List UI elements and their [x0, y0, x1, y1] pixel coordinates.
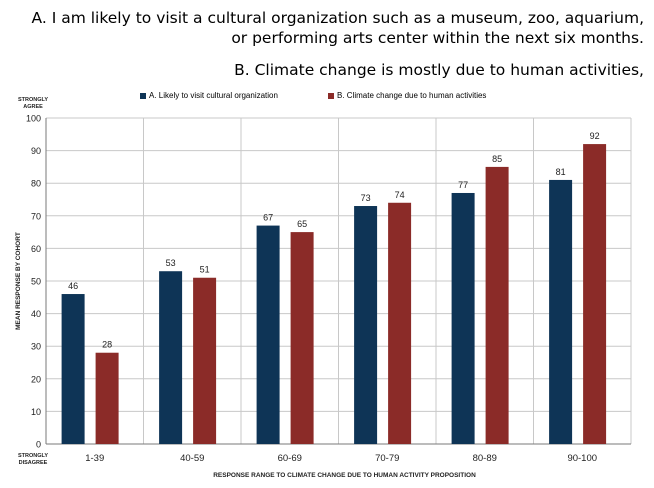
bar-series-a: [451, 192, 475, 444]
bar-value-label: 77: [458, 180, 468, 190]
legend-swatch-b: [328, 92, 334, 99]
strongly-disagree-label: STRONGLY: [18, 453, 48, 459]
legend-swatch-a: [140, 92, 146, 99]
bar-value-label: 74: [395, 190, 405, 200]
bar-series-b: [290, 232, 314, 444]
bar-value-label: 92: [590, 131, 600, 141]
x-tick-label: 40-59: [180, 453, 204, 464]
headline-a-line2: or performing arts center within the nex…: [231, 29, 644, 47]
bar-series-a: [354, 206, 378, 444]
bar-series-a: [159, 271, 183, 444]
headline-a-line1: A. I am likely to visit a cultural organ…: [31, 9, 644, 27]
legend-item-a: A. Likely to visit cultural organization: [140, 91, 278, 100]
y-tick-label: 50: [31, 277, 41, 287]
bar-series-a: [256, 225, 280, 444]
strongly-agree-label: STRONGLY: [18, 97, 48, 103]
bar-series-b: [485, 166, 509, 444]
legend-item-b: B. Climate change due to human activitie…: [328, 91, 486, 100]
y-tick-label: 20: [31, 374, 41, 384]
x-tick-label: 60-69: [278, 453, 302, 464]
bar-value-label: 46: [68, 281, 78, 291]
x-tick-label: 90-100: [567, 453, 597, 464]
y-tick-label: 80: [31, 179, 41, 189]
bar-value-label: 81: [556, 167, 566, 177]
bar-series-b: [193, 277, 217, 444]
bar-series-b: [95, 352, 119, 444]
x-tick-label: 80-89: [473, 453, 497, 464]
bar-value-label: 65: [297, 219, 307, 229]
legend-label-a: A. Likely to visit cultural organization: [149, 91, 278, 100]
headline-b-line1: B. Climate change is mostly due to human…: [234, 61, 644, 79]
bar-value-label: 67: [263, 213, 273, 223]
headline-proposition-a: A. I am likely to visit a cultural organ…: [32, 8, 644, 48]
headline-proposition-b: B. Climate change is mostly due to human…: [234, 60, 644, 80]
y-tick-label: 30: [31, 342, 41, 352]
y-tick-label: 90: [31, 146, 41, 156]
bar-value-label: 53: [166, 258, 176, 268]
x-tick-label: 70-79: [375, 453, 399, 464]
bar-series-b: [388, 202, 412, 444]
legend-label-b: B. Climate change due to human activitie…: [337, 91, 487, 100]
y-tick-label: 60: [31, 244, 41, 254]
y-axis-title: MEAN RESPONSE BY COHORT: [15, 232, 22, 330]
y-tick-label: 100: [26, 114, 41, 124]
y-tick-label: 10: [31, 407, 41, 417]
bar-series-a: [61, 294, 85, 444]
x-axis-title: RESPONSE RANGE TO CLIMATE CHANGE DUE TO …: [213, 472, 476, 479]
x-tick-label: 1-39: [85, 453, 104, 464]
strongly-disagree-label: DISAGREE: [19, 460, 48, 466]
y-tick-label: 70: [31, 211, 41, 221]
bar-value-label: 51: [200, 265, 210, 275]
bar-value-label: 73: [361, 193, 371, 203]
bar-value-label: 28: [102, 340, 112, 350]
y-tick-label: 0: [36, 440, 41, 450]
strongly-agree-label: AGREE: [23, 104, 43, 110]
bar-series-b: [583, 144, 607, 444]
bar-value-label: 85: [492, 154, 502, 164]
y-tick-label: 40: [31, 309, 41, 319]
bar-series-a: [549, 179, 573, 444]
